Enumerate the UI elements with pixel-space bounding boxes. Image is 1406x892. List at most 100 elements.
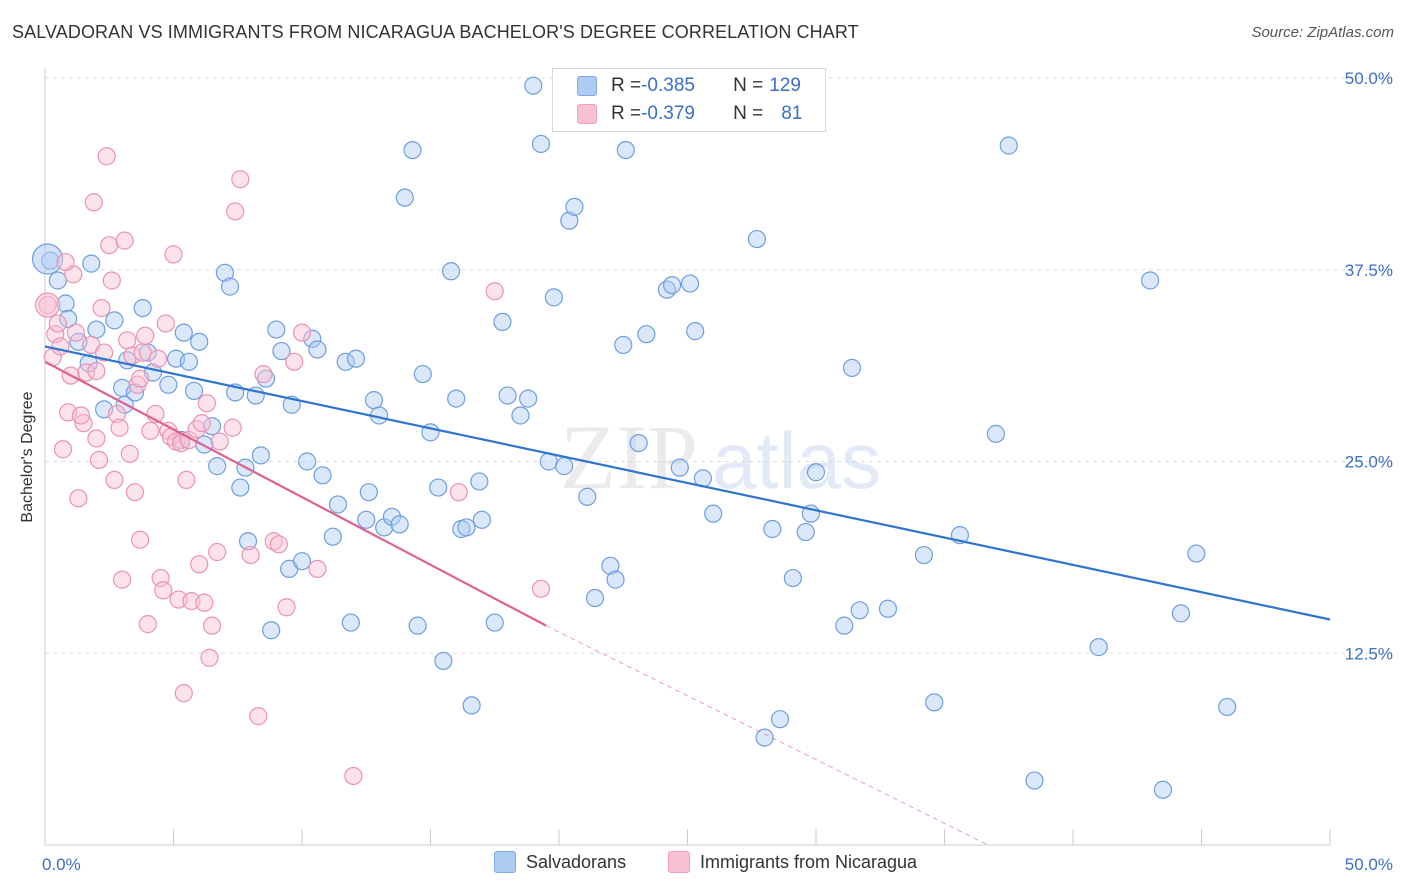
data-point-salvadorans[interactable] [555,457,574,476]
data-point-salvadorans[interactable] [382,507,402,526]
data-point-salvadorans[interactable] [470,472,489,491]
data-point-salvadorans[interactable] [565,197,584,216]
data-point-salvadorans[interactable] [755,728,774,747]
data-point-salvadorans[interactable] [208,457,227,476]
data-point-salvadorans[interactable] [341,613,360,632]
data-point-salvadorans[interactable] [87,320,106,339]
data-point-salvadorans[interactable] [48,271,67,290]
data-point-salvadorans[interactable] [133,299,152,318]
data-point-salvadorans[interactable] [686,322,705,341]
data-point-nicaragua[interactable] [105,470,124,490]
data-point-salvadorans[interactable] [524,76,543,95]
data-point-nicaragua[interactable] [154,581,173,600]
data-point-salvadorans[interactable] [1171,604,1191,623]
data-point-salvadorans[interactable] [680,274,700,293]
data-point-salvadorans[interactable] [408,616,427,635]
data-point-nicaragua[interactable] [89,450,109,470]
data-point-salvadorans[interactable] [251,446,270,465]
data-point-salvadorans[interactable] [511,406,530,425]
data-point-salvadorans[interactable] [308,340,327,359]
data-point-nicaragua[interactable] [197,394,217,413]
data-point-nicaragua[interactable] [48,314,67,333]
data-point-nicaragua[interactable] [71,406,91,425]
data-point-nicaragua[interactable] [112,570,132,589]
data-point-nicaragua[interactable] [87,361,106,381]
data-point-nicaragua[interactable] [133,343,152,362]
data-point-salvadorans[interactable] [925,693,944,712]
data-point-nicaragua[interactable] [200,648,219,667]
data-point-salvadorans[interactable] [190,332,209,351]
data-point-salvadorans[interactable] [298,452,317,471]
data-point-salvadorans[interactable] [202,417,222,436]
data-point-salvadorans[interactable] [267,320,286,339]
data-point-nicaragua[interactable] [192,414,211,433]
data-point-salvadorans[interactable] [413,364,432,384]
data-point-salvadorans[interactable] [395,188,414,207]
data-point-nicaragua[interactable] [102,271,121,290]
data-point-salvadorans[interactable] [328,495,348,514]
data-point-nicaragua[interactable] [92,299,111,318]
data-point-salvadorans[interactable] [303,329,322,348]
data-point-nicaragua[interactable] [84,193,103,212]
data-point-nicaragua[interactable] [115,231,134,250]
data-point-salvadorans[interactable] [601,556,620,575]
data-point-salvadorans[interactable] [357,510,376,529]
data-point-salvadorans[interactable] [457,518,476,537]
data-point-nicaragua[interactable] [223,418,242,437]
data-point-salvadorans[interactable] [184,381,204,401]
data-point-nicaragua[interactable] [292,323,312,342]
data-point-salvadorans[interactable] [174,323,193,342]
data-point-salvadorans[interactable] [262,621,281,640]
data-point-nicaragua[interactable] [485,282,504,301]
data-point-salvadorans[interactable] [179,352,199,371]
data-point-nicaragua[interactable] [231,170,250,189]
data-point-salvadorans[interactable] [493,312,512,332]
data-point-nicaragua[interactable] [66,323,85,342]
data-point-nicaragua[interactable] [95,343,114,362]
data-point-nicaragua[interactable] [118,331,137,350]
data-point-nicaragua[interactable] [254,364,273,384]
data-point-nicaragua[interactable] [208,542,227,562]
data-point-nicaragua[interactable] [531,579,551,598]
data-point-salvadorans[interactable] [472,510,491,529]
data-point-salvadorans[interactable] [323,527,342,546]
data-point-salvadorans[interactable] [220,277,240,296]
data-point-nicaragua[interactable] [308,559,327,578]
data-point-nicaragua[interactable] [202,616,222,635]
data-point-nicaragua[interactable] [69,489,88,508]
data-point-salvadorans[interactable] [462,696,481,715]
data-point-salvadorans[interactable] [159,375,178,394]
data-point-salvadorans[interactable] [272,341,291,361]
data-point-nicaragua[interactable] [264,532,283,551]
data-point-salvadorans[interactable] [606,570,625,589]
data-point-salvadorans[interactable] [578,487,597,506]
legend-item-nicaragua[interactable]: Immigrants from Nicaragua [668,851,917,873]
data-point-salvadorans[interactable] [390,515,409,534]
data-point-nicaragua[interactable] [241,545,260,565]
data-point-salvadorans[interactable] [585,588,605,608]
data-point-nicaragua[interactable] [141,421,160,440]
data-point-salvadorans[interactable] [783,568,802,588]
data-point-salvadorans[interactable] [434,651,453,671]
data-point-salvadorans[interactable] [914,545,934,565]
data-point-salvadorans[interactable] [1089,638,1108,657]
data-point-nicaragua[interactable] [130,530,150,549]
data-point-nicaragua[interactable] [344,766,363,786]
data-point-salvadorans[interactable] [850,601,869,620]
data-point-salvadorans[interactable] [560,211,579,230]
data-point-salvadorans[interactable] [313,466,332,485]
data-point-salvadorans[interactable] [346,349,366,368]
data-point-nicaragua[interactable] [210,432,229,451]
data-point-salvadorans[interactable] [364,391,384,410]
data-point-salvadorans[interactable] [835,616,854,635]
data-point-salvadorans[interactable] [59,309,78,328]
data-point-nicaragua[interactable] [174,684,193,703]
data-point-salvadorans[interactable] [544,288,563,307]
data-point-nicaragua[interactable] [51,337,70,356]
data-point-nicaragua[interactable] [249,707,268,726]
data-point-salvadorans[interactable] [704,504,723,523]
data-point-salvadorans[interactable] [1187,544,1206,563]
data-point-salvadorans[interactable] [763,519,782,539]
data-point-salvadorans[interactable] [796,522,815,542]
data-point-nicaragua[interactable] [138,615,157,634]
